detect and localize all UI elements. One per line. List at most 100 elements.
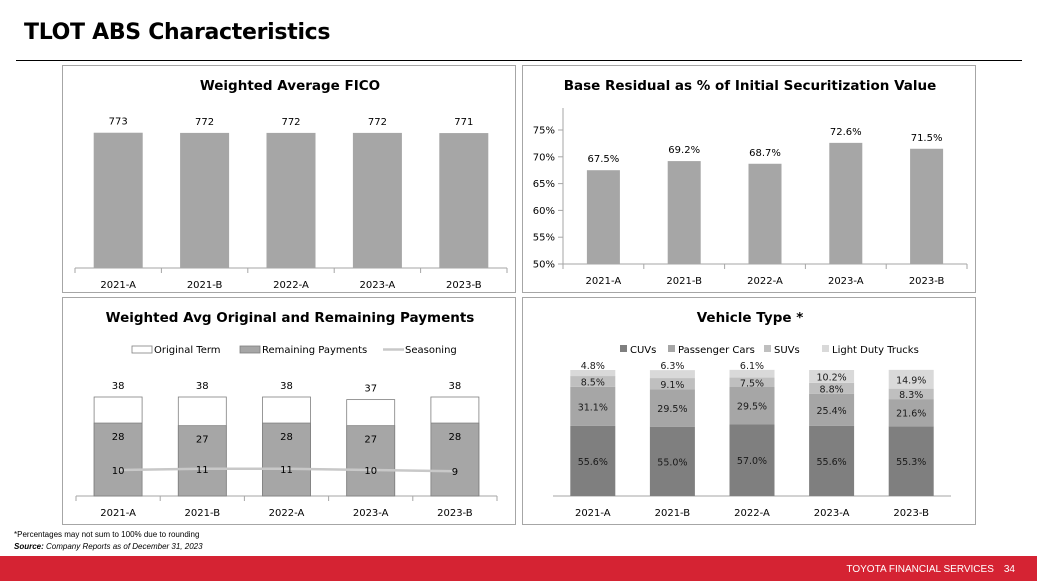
data-label-remaining-payments: 28 (449, 432, 462, 443)
data-label-original-term: 37 (364, 384, 377, 395)
bar-remaining-payments (430, 422, 480, 497)
bar-segment-cuvs (809, 425, 855, 496)
data-label: 21.6% (896, 409, 926, 420)
bar-segment-cuvs (649, 426, 695, 496)
data-label: 29.5% (737, 402, 767, 413)
fico-chart-panel: Weighted Average FICO 2021-A 2021-B 2022-A 2… (62, 65, 516, 293)
data-label-seasoning: 11 (196, 465, 209, 476)
bar (829, 142, 863, 264)
data-label-seasoning: 10 (364, 466, 377, 477)
x-tick-label: 2021-A (575, 508, 611, 519)
chart-title: Weighted Average FICO (200, 78, 380, 94)
bar-segment-light-duty-trucks (649, 370, 695, 379)
data-label-seasoning: 11 (280, 465, 293, 476)
data-label: 9.1% (660, 380, 684, 391)
legend-swatch (822, 345, 829, 352)
data-label: 57.0% (737, 456, 767, 467)
y-tick-label: 70% (533, 152, 555, 163)
bar-remaining-payments (346, 425, 396, 497)
data-label: 29.5% (657, 404, 687, 415)
data-label-remaining-payments: 28 (112, 432, 125, 443)
y-tick-label: 55% (533, 233, 555, 244)
data-label-original-term: 38 (280, 381, 293, 392)
data-label-seasoning: 9 (452, 467, 458, 478)
bar-segment-passenger-cars (570, 386, 616, 426)
x-tick-label: 2023-A (814, 508, 850, 519)
data-label: 7.5% (740, 378, 764, 389)
bar-segment-suvs (729, 377, 775, 388)
data-label: 25.4% (817, 406, 847, 417)
legend-label: Passenger Cars (678, 345, 755, 356)
data-label-original-term: 38 (112, 381, 125, 392)
bar-segment-light-duty-trucks (729, 369, 775, 378)
x-tick-label: 2023-A (828, 276, 864, 287)
data-label: 772 (195, 117, 214, 128)
legend-swatch-remaining-payments (239, 345, 261, 354)
data-label-remaining-payments: 28 (280, 432, 293, 443)
legend-label: Seasoning (405, 345, 457, 356)
footer-bar: TOYOTA FINANCIAL SERVICES 34 (0, 556, 1037, 581)
bar-segment-light-duty-trucks (809, 370, 855, 383)
data-label: 55.0% (657, 457, 687, 468)
legend-label: Original Term (154, 345, 221, 356)
data-label: 771 (454, 117, 473, 128)
bar (910, 148, 944, 264)
bar (180, 132, 230, 268)
y-tick-label: 75% (533, 126, 555, 137)
vehicle-type-chart: Vehicle Type * CUVs Passenger Cars SUVs Ligh… (553, 310, 951, 519)
data-label: 71.5% (911, 133, 943, 144)
y-tick-label: 50% (533, 260, 555, 271)
source-label: Source: (14, 542, 44, 551)
data-label: 14.9% (896, 375, 926, 386)
bar-segment-passenger-cars (888, 399, 934, 427)
chart-title: Base Residual as % of Initial Securitiza… (564, 78, 937, 94)
source-text: Company Reports as of December 31, 2023 (43, 542, 203, 551)
data-label: 8.3% (899, 390, 923, 401)
legend-label: CUVs (630, 345, 656, 356)
x-tick-label: 2021-A (100, 508, 136, 519)
bar-segment-passenger-cars (809, 393, 855, 426)
data-label: 72.6% (830, 127, 862, 138)
x-tick-label: 2021-B (666, 276, 702, 287)
seasoning-line (118, 467, 455, 473)
payments-chart: Weighted Avg Original and Remaining Paym… (75, 310, 498, 519)
data-label: 55.3% (896, 457, 926, 468)
legend-swatch (764, 345, 771, 352)
bar (93, 132, 143, 268)
footer-text: TOYOTA FINANCIAL SERVICES 34 (836, 564, 1015, 575)
bar-segment-light-duty-trucks (570, 370, 616, 377)
x-tick-label: 2023-B (437, 508, 473, 519)
data-label: 55.6% (578, 457, 608, 468)
page-title: TLOT ABS Characteristics (24, 20, 331, 45)
x-tick-label: 2021-B (185, 508, 221, 519)
x-tick-label: 2022-A (747, 276, 783, 287)
y-tick-label: 65% (533, 179, 555, 190)
legend-label: Light Duty Trucks (832, 345, 919, 356)
bar-segment-suvs (570, 376, 616, 387)
legend-swatch-original-term (131, 345, 153, 354)
bar-segment-light-duty-trucks (888, 369, 934, 389)
bar-segment-passenger-cars (729, 387, 775, 425)
x-tick-label: 2023-A (353, 508, 389, 519)
data-label: 68.7% (749, 148, 781, 159)
residual-chart: Base Residual as % of Initial Securitiza… (533, 78, 968, 287)
y-tick-label: 60% (533, 206, 555, 217)
bar (667, 161, 701, 264)
bar-remaining-payments (262, 422, 311, 497)
bar-remaining-payments (177, 425, 227, 497)
bar-remaining-payments (93, 422, 143, 497)
data-label: 10.2% (817, 372, 847, 383)
bar (748, 163, 782, 264)
bar-segment-passenger-cars (649, 389, 695, 427)
x-tick-label: 2021-A (100, 280, 136, 291)
data-label: 772 (368, 117, 387, 128)
data-label: 4.8% (581, 361, 605, 372)
data-label-seasoning: 10 (112, 466, 125, 477)
data-label: 69.2% (668, 145, 700, 156)
bar-segment-cuvs (729, 424, 775, 496)
x-tick-label: 2022-A (734, 508, 770, 519)
source-note: Source: Company Reports as of December 3… (14, 542, 203, 551)
x-tick-label: 2021-B (655, 508, 691, 519)
bar (586, 170, 620, 264)
bar-segment-cuvs (570, 425, 616, 496)
